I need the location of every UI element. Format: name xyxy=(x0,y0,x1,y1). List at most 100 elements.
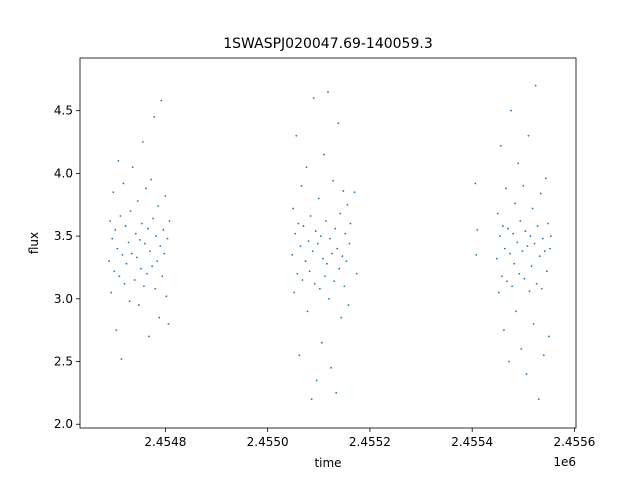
data-point xyxy=(325,220,327,222)
data-point xyxy=(137,304,140,306)
data-point xyxy=(148,335,150,338)
data-point xyxy=(312,97,315,100)
data-point xyxy=(124,225,127,227)
data-point xyxy=(316,242,319,245)
data-point xyxy=(141,141,144,143)
data-point xyxy=(167,323,170,325)
data-point xyxy=(162,228,165,231)
data-point xyxy=(306,310,309,313)
data-point xyxy=(336,247,339,250)
data-point xyxy=(152,217,155,220)
data-point xyxy=(117,159,120,162)
data-point xyxy=(149,250,151,253)
data-point xyxy=(310,398,313,401)
data-point xyxy=(503,329,505,332)
data-point xyxy=(159,245,162,248)
data-point xyxy=(164,195,167,197)
data-point xyxy=(496,212,499,215)
data-point xyxy=(546,222,549,225)
y-tick-label: 4.5 xyxy=(54,104,73,118)
data-point xyxy=(341,255,344,258)
data-point xyxy=(334,227,337,230)
data-point xyxy=(349,222,352,225)
data-point xyxy=(505,187,507,190)
data-point xyxy=(318,287,321,290)
x-tick-label: 2.4550 xyxy=(247,435,289,449)
data-point xyxy=(154,287,157,290)
data-point xyxy=(123,282,126,285)
data-point xyxy=(307,240,310,243)
data-point xyxy=(347,304,350,306)
data-point xyxy=(550,235,552,238)
data-point xyxy=(530,265,533,268)
data-point xyxy=(298,354,301,357)
y-tick-label: 3.0 xyxy=(54,292,73,306)
data-point xyxy=(156,260,159,263)
data-point xyxy=(158,316,161,319)
data-point xyxy=(140,222,143,225)
data-point xyxy=(527,134,530,137)
data-point xyxy=(136,200,139,202)
y-tick-label: 3.5 xyxy=(54,229,73,243)
data-point xyxy=(501,225,504,227)
data-point xyxy=(538,255,541,258)
data-point xyxy=(153,116,156,118)
data-point xyxy=(317,197,320,200)
data-point xyxy=(134,232,137,235)
data-point xyxy=(337,122,340,125)
data-point xyxy=(504,247,506,250)
data-point xyxy=(151,265,154,268)
data-point xyxy=(166,237,169,240)
data-point xyxy=(155,235,158,238)
data-point xyxy=(548,335,550,338)
data-point xyxy=(138,238,141,241)
data-point xyxy=(292,207,295,210)
data-point xyxy=(299,245,302,248)
x-axis-ticks: 2.4548 2.4550 2.4552 2.4554 2.4556 xyxy=(144,428,595,449)
data-point xyxy=(324,275,326,278)
data-point xyxy=(497,291,500,294)
data-point xyxy=(500,275,503,278)
data-point xyxy=(539,192,542,195)
data-point xyxy=(120,358,123,360)
data-point xyxy=(112,191,115,194)
chart-title: 1SWASPJ020047.69-140059.3 xyxy=(223,36,432,52)
data-point xyxy=(293,291,296,294)
data-point xyxy=(344,232,347,235)
data-point xyxy=(512,232,515,235)
data-point xyxy=(135,256,138,259)
data-point xyxy=(116,247,119,250)
data-point xyxy=(131,166,134,169)
data-point xyxy=(157,205,160,207)
data-point xyxy=(128,300,131,303)
data-point xyxy=(319,235,322,238)
data-point xyxy=(499,144,502,147)
data-point xyxy=(130,252,133,255)
data-point xyxy=(506,280,508,283)
data-point xyxy=(525,373,528,375)
data-point xyxy=(521,250,524,253)
data-point xyxy=(513,262,516,265)
data-point xyxy=(326,262,328,265)
data-point xyxy=(348,242,351,245)
data-point xyxy=(508,360,510,363)
data-point xyxy=(122,182,125,185)
data-point xyxy=(534,84,537,87)
data-point xyxy=(475,254,478,256)
data-point xyxy=(545,270,548,273)
data-point xyxy=(139,267,142,270)
data-point xyxy=(536,225,539,227)
data-point xyxy=(147,227,149,230)
data-point xyxy=(111,237,114,240)
x-axis-offset-label: 1e6 xyxy=(553,455,576,469)
data-point xyxy=(323,153,325,156)
data-point xyxy=(113,270,116,273)
data-point xyxy=(308,270,311,273)
data-point xyxy=(161,275,164,278)
y-tick-label: 4.0 xyxy=(54,166,73,180)
data-point xyxy=(300,185,303,187)
data-point xyxy=(127,241,130,244)
data-point xyxy=(291,254,294,256)
x-axis-label: time xyxy=(314,456,341,470)
